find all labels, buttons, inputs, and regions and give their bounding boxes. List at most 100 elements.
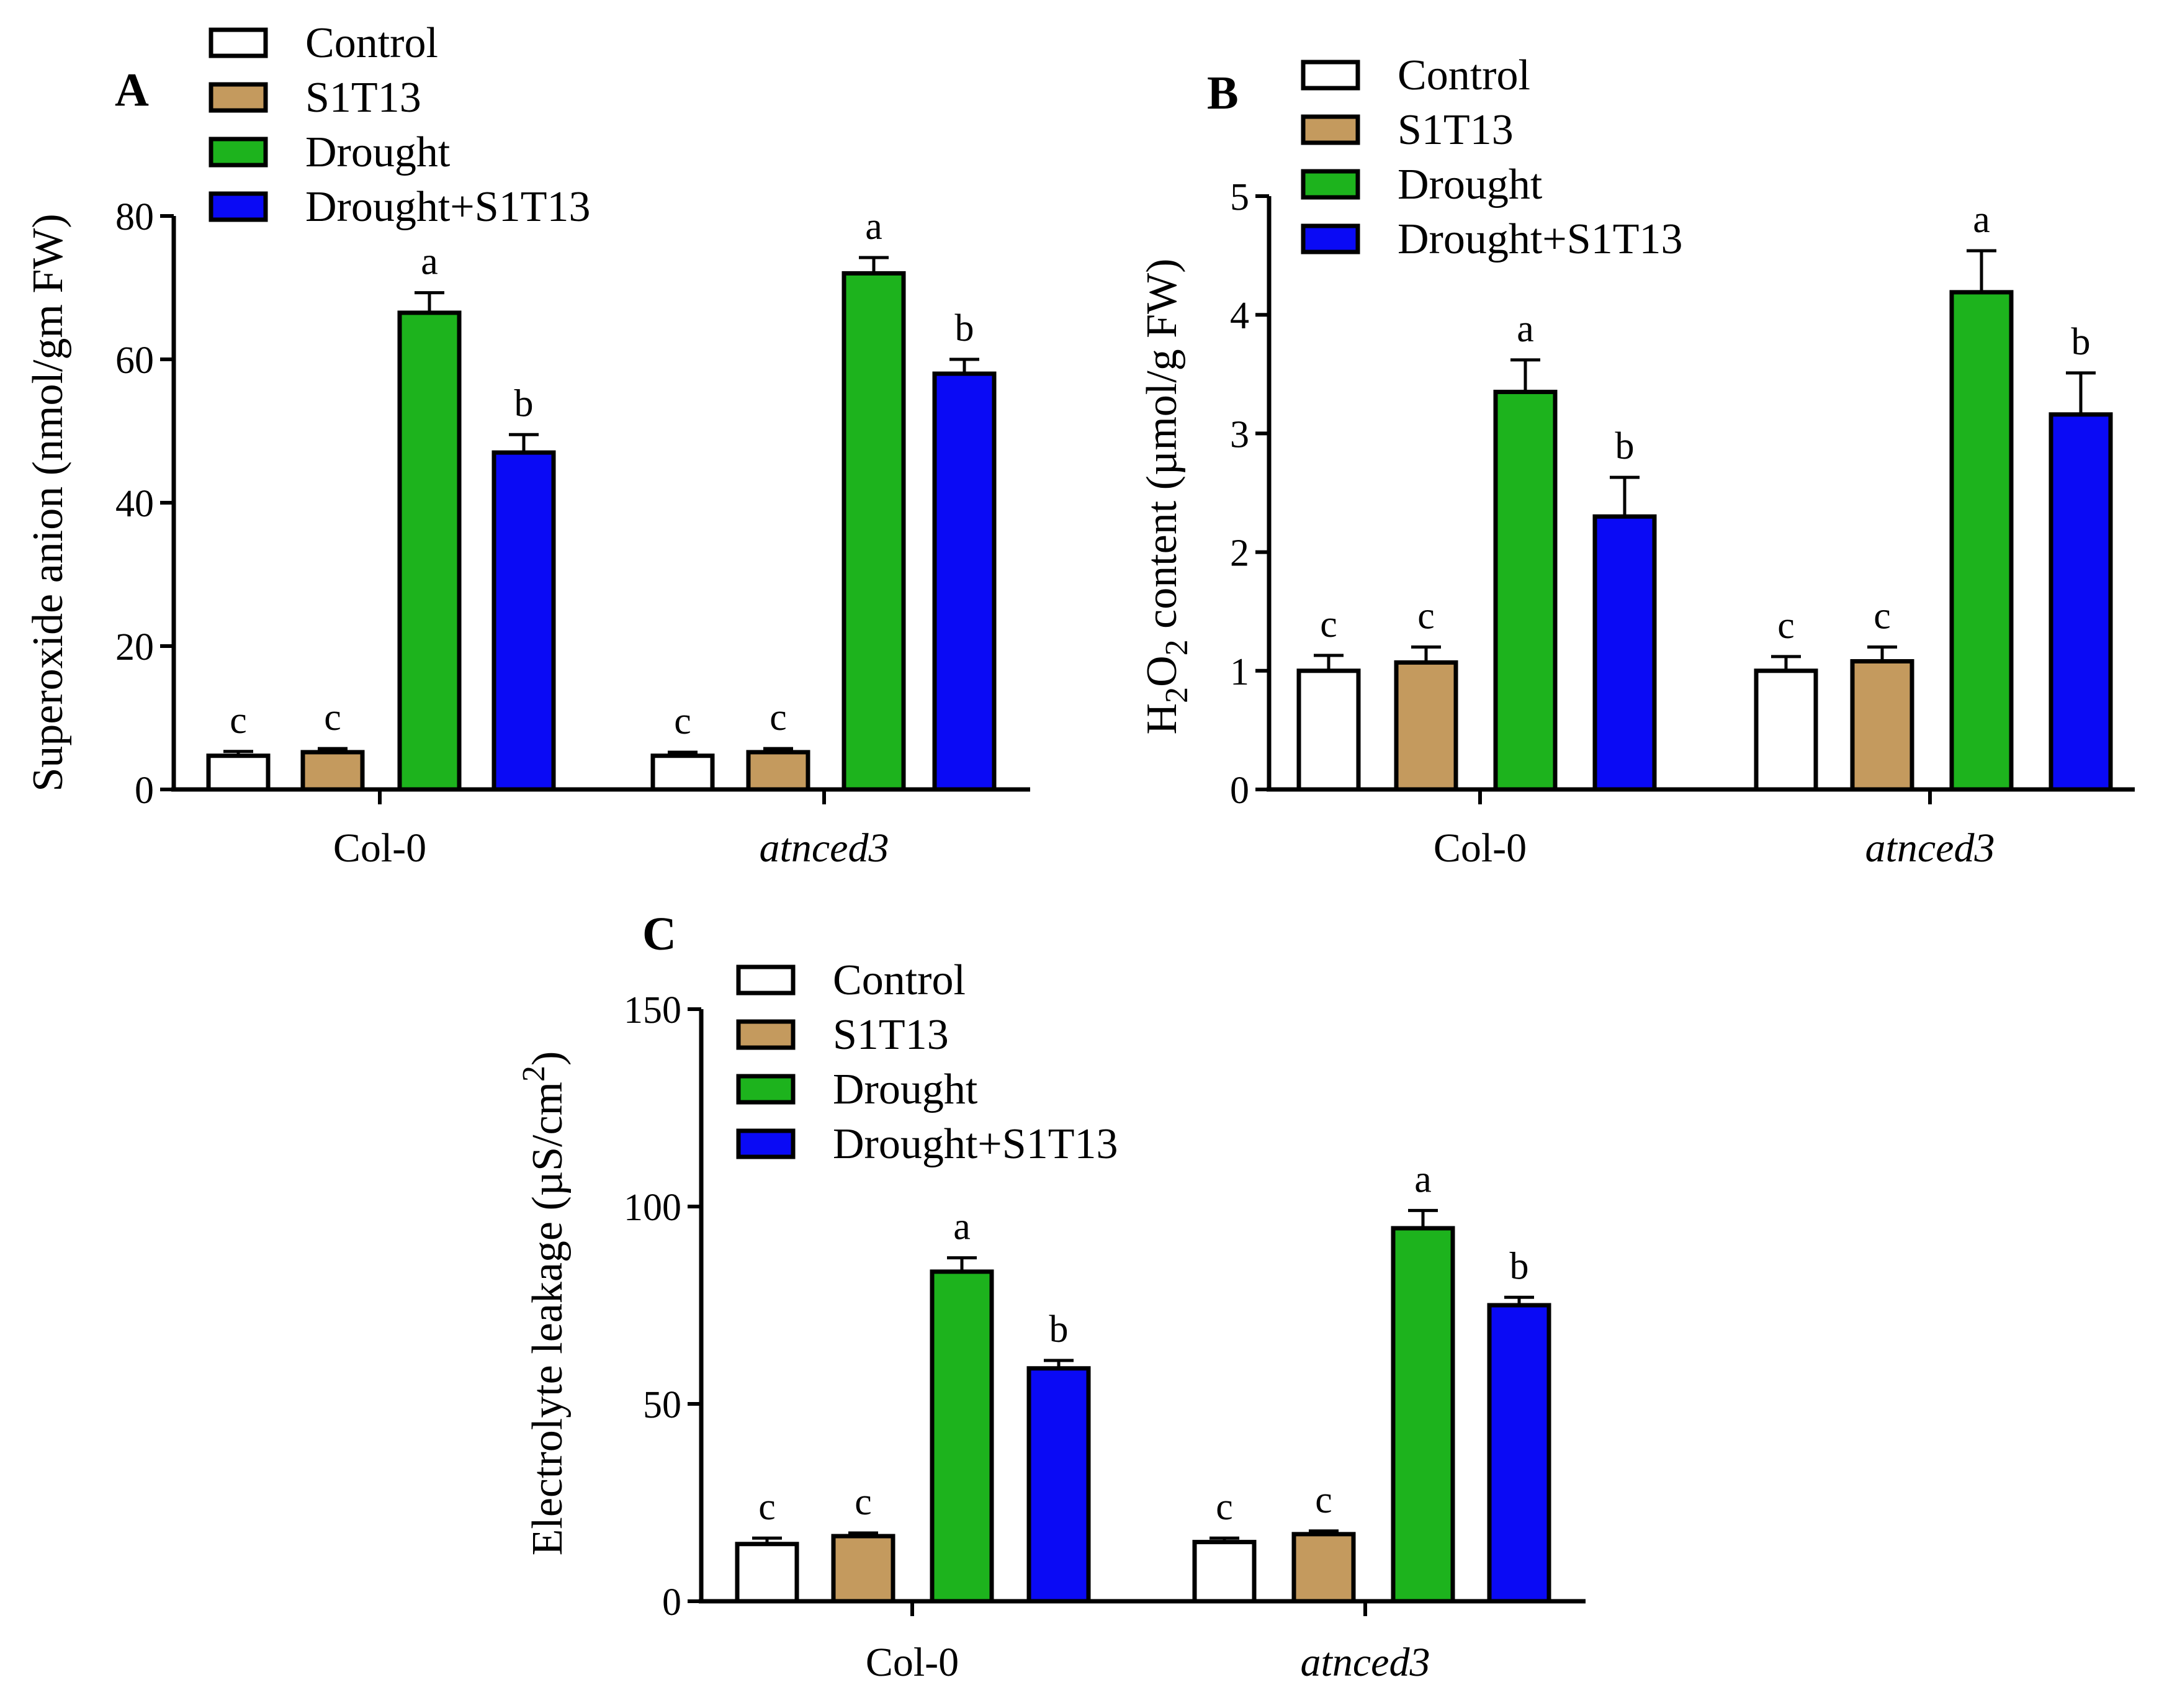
panel-c-col0-drought-plus-s1t13-sig-letter: b bbox=[1049, 1308, 1069, 1351]
panel-a-atnced3-drought-bar bbox=[841, 271, 906, 792]
panel-b-legend-label-1: S1T13 bbox=[1398, 106, 1514, 154]
panel-a-atnced3-control-bar bbox=[650, 753, 715, 792]
panel-b-col0-drought-sig-letter: a bbox=[1517, 308, 1534, 350]
panel-c-col0-s1t13-sig-letter: c bbox=[855, 1481, 872, 1523]
panel-c-col0-drought-sig-letter: a bbox=[953, 1206, 971, 1248]
panel-a-legend-swatch-1 bbox=[209, 82, 268, 113]
panel-b-y-ticks: 0 1 2 3 4 5 bbox=[1230, 176, 1932, 812]
panel-c-legend-swatch-1 bbox=[736, 1019, 796, 1050]
panel-c-legend-swatch-0 bbox=[736, 964, 796, 996]
panel-b-y-tick-label-5: 5 bbox=[1230, 176, 1249, 218]
panel-a-col0-drought-sig-letter: a bbox=[421, 241, 438, 283]
panel-a-legend: Control S1T13 Drought Drought+S1T13 bbox=[209, 19, 590, 231]
panel-b-atnced3-drought-bar bbox=[1949, 290, 2014, 792]
panel-c-category-label-col0: Col-0 bbox=[866, 1640, 959, 1685]
panel-a-legend-label-2: Drought bbox=[305, 128, 451, 176]
panel-c-bars: c c a b c c a b bbox=[735, 1158, 1551, 1604]
panel-a-y-axis-title: Superoxide anion (nmol/gm FW) bbox=[24, 214, 72, 791]
panel-b-category-label-col0: Col-0 bbox=[1434, 825, 1527, 871]
panel-a-y-tick-label-3: 60 bbox=[115, 339, 154, 382]
panel-b-col0-control-sig-letter: c bbox=[1320, 603, 1337, 645]
panel-b-y-tick-label-0: 0 bbox=[1230, 770, 1249, 812]
panel-b-atnced3-drought-sig-letter: a bbox=[1973, 199, 1990, 241]
panel-b: B 0 1 2 3 4 5 c c a b c c a b Col-0 atnced3 H2O2 con… bbox=[1138, 52, 2135, 871]
panel-a-legend-label-0: Control bbox=[305, 19, 438, 67]
panel-b-atnced3-control-sig-letter: c bbox=[1777, 605, 1795, 647]
panel-b-col0-drought-bar bbox=[1493, 389, 1558, 792]
panel-c-y-axis-title: Electrolyte leakage (µS/cm2) bbox=[516, 1051, 572, 1556]
panel-c-legend-swatch-3 bbox=[736, 1128, 796, 1159]
panel-b-legend-swatch-2 bbox=[1301, 169, 1360, 200]
panel-b-legend-label-3: Drought+S1T13 bbox=[1398, 215, 1682, 263]
panel-a-legend-swatch-2 bbox=[209, 137, 268, 168]
panel-b-y-tick-label-1: 1 bbox=[1230, 651, 1249, 693]
panel-c-col0-s1t13-bar bbox=[831, 1534, 895, 1604]
panel-a-col0-s1t13-sig-letter: c bbox=[324, 696, 341, 739]
panel-c: C 0 50 100 150 c c a b c c a b Col-0 atnced3 Elect… bbox=[516, 908, 1586, 1685]
panel-c-legend-label-2: Drought bbox=[833, 1066, 978, 1113]
panel-b-atnced3-s1t13-bar bbox=[1850, 659, 1914, 792]
panel-b-category-label-atnced3: atnced3 bbox=[1865, 825, 1995, 871]
panel-c-atnced3-drought-sig-letter: a bbox=[1414, 1158, 1432, 1200]
panel-b-y-tick-label-4: 4 bbox=[1230, 295, 1249, 337]
panel-c-atnced3-control-bar bbox=[1192, 1540, 1257, 1604]
panel-a-atnced3-drought-plus-s1t13-sig-letter: b bbox=[955, 307, 974, 349]
panel-a-y-ticks: 0 20 40 60 80 bbox=[115, 196, 826, 812]
panel-c-legend: Control S1T13 Drought Drought+S1T13 bbox=[736, 956, 1118, 1168]
panel-c-atnced3-drought-plus-s1t13-bar bbox=[1487, 1303, 1551, 1604]
panel-a-y-tick-label-0: 0 bbox=[135, 770, 154, 812]
panel-c-legend-label-0: Control bbox=[833, 956, 966, 1004]
panel-b-atnced3-control-bar bbox=[1754, 668, 1818, 792]
panel-a-atnced3-control-sig-letter: c bbox=[674, 700, 691, 742]
panel-a-col0-s1t13-bar bbox=[300, 750, 365, 792]
panel-b-legend: Control S1T13 Drought Drought+S1T13 bbox=[1301, 52, 1682, 263]
panel-b-y-axis-title: H2O2 content (µmol/g FW) bbox=[1138, 259, 1195, 735]
panel-c-y-tick-label-3: 150 bbox=[624, 989, 681, 1032]
panel-c-y-tick-label-0: 0 bbox=[662, 1581, 681, 1624]
panel-a-category-label-atnced3: atnced3 bbox=[760, 825, 889, 871]
panel-a-atnced3-drought-plus-s1t13-bar bbox=[932, 371, 997, 792]
panel-b-legend-swatch-1 bbox=[1301, 114, 1360, 145]
panel-a-y-tick-label-2: 40 bbox=[115, 483, 154, 525]
panel-a-category-label-col0: Col-0 bbox=[333, 825, 426, 871]
panel-c-col0-drought-bar bbox=[930, 1269, 994, 1604]
panel-c-atnced3-drought-plus-s1t13-sig-letter: b bbox=[1510, 1245, 1529, 1287]
panel-b-legend-label-2: Drought bbox=[1398, 161, 1543, 209]
panel-a-bars: c c a b c c a b bbox=[206, 205, 997, 792]
panel-a-atnced3-s1t13-sig-letter: c bbox=[770, 696, 787, 739]
panel-b-legend-swatch-3 bbox=[1301, 223, 1360, 254]
panel-b-y-tick-label-3: 3 bbox=[1230, 413, 1249, 456]
panel-a-col0-control-bar bbox=[206, 753, 271, 792]
panel-b-y-tick-label-2: 2 bbox=[1230, 533, 1249, 575]
panel-c-legend-swatch-2 bbox=[736, 1074, 796, 1105]
panel-b-atnced3-s1t13-sig-letter: c bbox=[1874, 595, 1891, 637]
panel-c-atnced3-drought-bar bbox=[1391, 1226, 1455, 1604]
panel-c-atnced3-control-sig-letter: c bbox=[1216, 1486, 1233, 1528]
panel-c-y-tick-label-2: 100 bbox=[624, 1187, 681, 1229]
panel-a-col0-drought-plus-s1t13-bar bbox=[491, 450, 556, 792]
panel-a-col0-control-sig-letter: c bbox=[230, 699, 247, 742]
panel-c-y-tick-label-1: 50 bbox=[643, 1384, 681, 1426]
panel-a-atnced3-drought-sig-letter: a bbox=[865, 205, 882, 248]
panel-c-col0-drought-plus-s1t13-bar bbox=[1026, 1366, 1091, 1604]
panel-b-atnced3-drought-plus-s1t13-bar bbox=[2049, 412, 2113, 792]
panel-b-legend-swatch-0 bbox=[1301, 60, 1360, 91]
panel-b-col0-drought-plus-s1t13-bar bbox=[1592, 514, 1657, 792]
panel-a-legend-swatch-3 bbox=[209, 191, 268, 222]
panel-c-col0-control-bar bbox=[735, 1542, 799, 1604]
panel-b-col0-s1t13-sig-letter: c bbox=[1417, 595, 1435, 637]
panel-a: A 0 20 40 60 80 c c a b c c a b Col-0 atnced3 Super… bbox=[24, 19, 1030, 871]
panel-a-legend-label-3: Drought+S1T13 bbox=[305, 183, 590, 231]
panel-letter-a: A bbox=[115, 64, 149, 116]
panel-c-category-label-atnced3: atnced3 bbox=[1301, 1640, 1430, 1685]
panel-c-atnced3-s1t13-sig-letter: c bbox=[1315, 1479, 1332, 1521]
panel-b-atnced3-drought-plus-s1t13-sig-letter: b bbox=[2071, 321, 2091, 363]
panel-a-col0-drought-plus-s1t13-sig-letter: b bbox=[514, 382, 534, 425]
panel-letter-c: C bbox=[642, 908, 676, 960]
panel-a-col0-drought-bar bbox=[397, 310, 462, 792]
panel-b-legend-label-0: Control bbox=[1398, 52, 1530, 99]
panel-a-atnced3-s1t13-bar bbox=[746, 750, 810, 792]
panel-c-atnced3-s1t13-bar bbox=[1291, 1532, 1356, 1604]
panel-b-col0-drought-plus-s1t13-sig-letter: b bbox=[1615, 425, 1635, 467]
